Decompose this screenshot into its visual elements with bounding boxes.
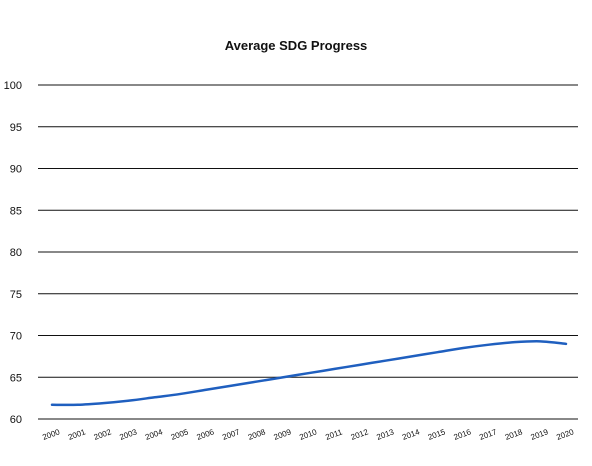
y-tick-label: 95: [10, 122, 22, 134]
x-tick-label: 2000: [41, 427, 61, 442]
y-tick-label: 70: [10, 331, 22, 343]
y-tick-label: 60: [10, 414, 22, 426]
x-tick-label: 2012: [350, 427, 370, 442]
x-tick-label: 2007: [221, 427, 241, 442]
x-tick-label: 2006: [195, 427, 215, 442]
x-tick-label: 2005: [170, 427, 190, 442]
x-tick-label: 2016: [452, 427, 472, 442]
x-tick-label: 2013: [375, 427, 395, 442]
x-tick-label: 2010: [298, 427, 318, 442]
y-tick-label: 90: [10, 164, 22, 176]
y-tick-label: 100: [4, 80, 22, 92]
gridlines: [38, 85, 578, 419]
x-tick-label: 2004: [144, 427, 164, 442]
series-line-0: [52, 341, 566, 405]
x-tick-label: 2008: [247, 427, 267, 442]
x-tick-label: 2015: [427, 427, 447, 442]
x-tick-label: 2014: [401, 427, 421, 442]
x-tick-label: 2019: [530, 427, 550, 442]
x-tick-label: 2001: [67, 427, 87, 442]
x-tick-label: 2009: [273, 427, 293, 442]
y-tick-label: 85: [10, 205, 22, 217]
y-tick-label: 65: [10, 372, 22, 384]
y-tick-label: 75: [10, 289, 22, 301]
x-tick-label: 2020: [555, 427, 575, 442]
x-tick-label: 2017: [478, 427, 498, 442]
x-tick-label: 2002: [93, 427, 113, 442]
x-tick-label: 2018: [504, 427, 524, 442]
chart-title: Average SDG Progress: [225, 38, 368, 53]
series-layer: [52, 341, 566, 405]
x-axis-ticks: 2000 2001 2002 2003 2004 2005 2006 2007 2008 2009…: [41, 427, 575, 442]
x-tick-label: 2003: [118, 427, 138, 442]
y-axis-ticks: 60 65 70 75 80 85 90 95 100: [4, 80, 22, 426]
x-tick-label: 2011: [324, 427, 344, 442]
y-tick-label: 80: [10, 247, 22, 259]
